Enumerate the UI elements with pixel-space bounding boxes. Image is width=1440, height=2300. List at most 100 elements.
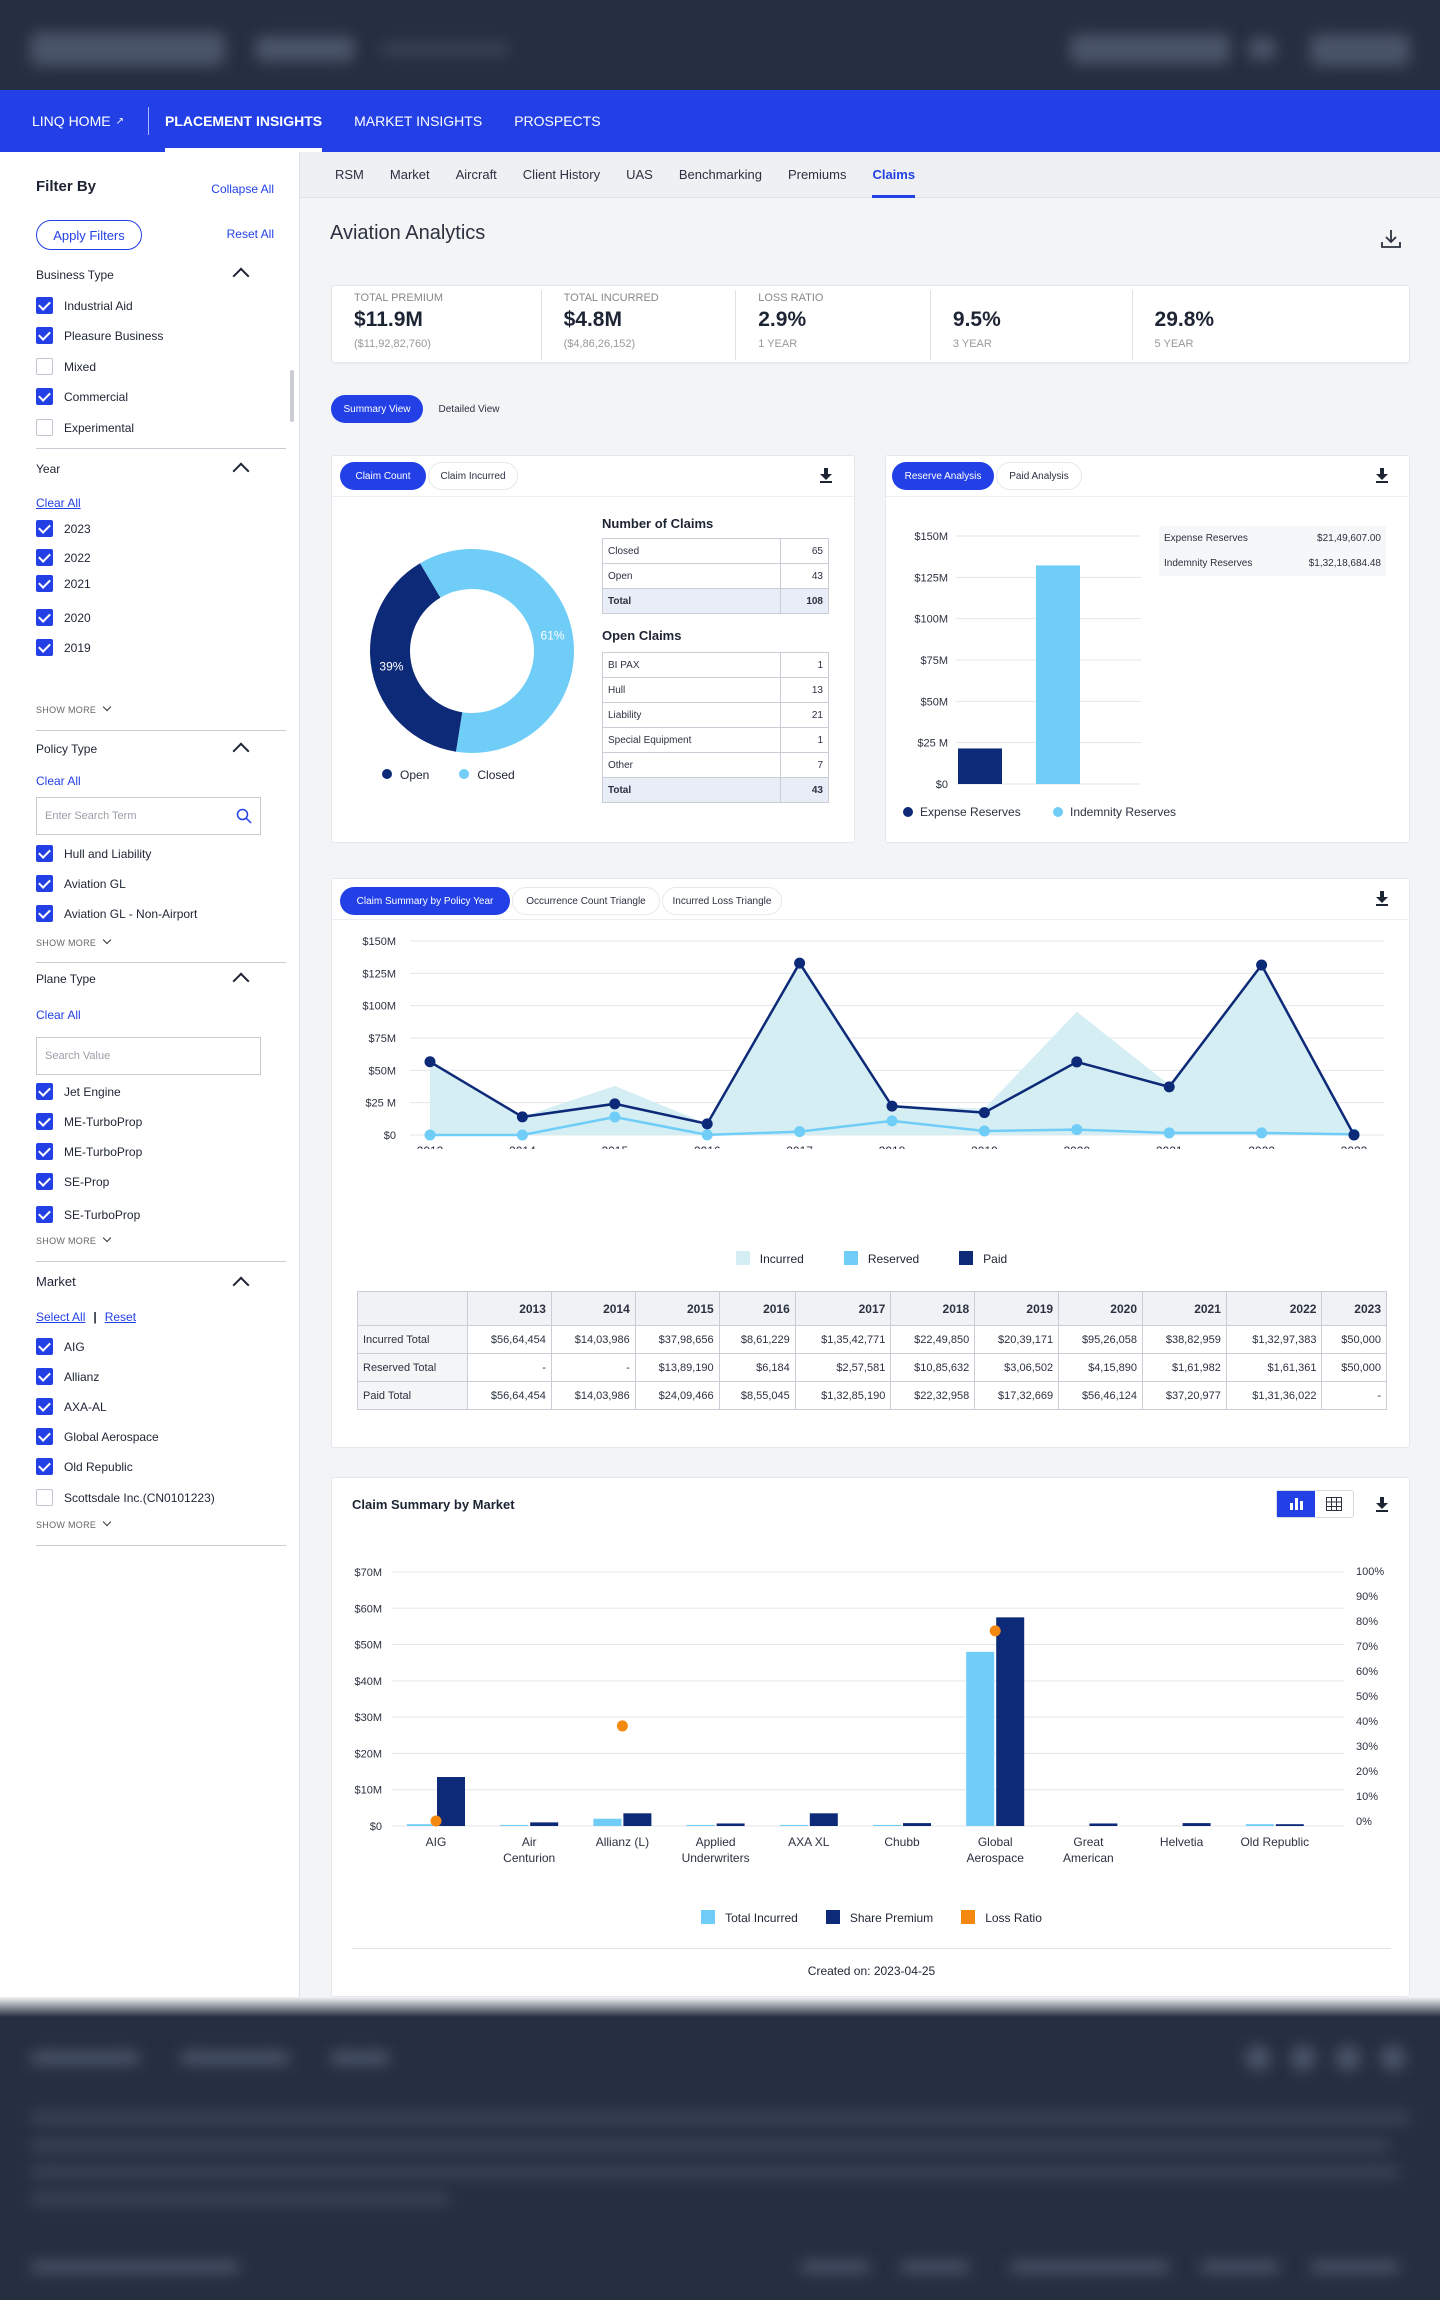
y-tick-label: $30M xyxy=(354,1712,382,1724)
table-header-cell xyxy=(357,1291,468,1326)
claim-count-card: Claim Count Claim Incurred 39% 61% Open C… xyxy=(331,455,856,843)
policy-show-more[interactable]: SHOW MORE xyxy=(36,935,112,948)
policy-type-checkbox[interactable]: Aviation GL - Non-Airport xyxy=(36,905,197,922)
business-type-checkbox[interactable]: Industrial Aid xyxy=(36,297,133,314)
policy-type-checkbox[interactable]: Hull and Liability xyxy=(36,845,151,862)
tab-client-history[interactable]: Client History xyxy=(522,167,601,182)
bar xyxy=(1036,565,1080,784)
plane-type-checkbox[interactable]: ME-TurboProp xyxy=(36,1143,142,1160)
table-cell: $1,35,42,771 xyxy=(794,1325,892,1354)
nav-linq-home[interactable]: LINQ HOME ↗ xyxy=(0,90,140,152)
year-checkbox[interactable]: 2021 xyxy=(36,575,91,592)
tab-market[interactable]: Market xyxy=(389,167,430,182)
tab-benchmarking[interactable]: Benchmarking xyxy=(678,167,762,182)
tab-paid-analysis[interactable]: Paid Analysis xyxy=(996,462,1082,490)
plane-type-checkbox[interactable]: ME-TurboProp xyxy=(36,1113,142,1130)
market-reset[interactable]: Reset xyxy=(104,1310,137,1324)
plane-clear-all[interactable]: Clear All xyxy=(36,1008,81,1022)
year-clear-all[interactable]: Clear All xyxy=(36,496,81,510)
bar-chart-icon[interactable] xyxy=(1277,1491,1315,1517)
business-type-checkbox[interactable]: Commercial xyxy=(36,388,128,405)
plane-search-input[interactable]: Search Value xyxy=(36,1037,261,1075)
reserve-bar-chart: $0 $25 M $50M $75M $100M $125M $150M Expense Re… xyxy=(903,531,1176,819)
market-checkbox[interactable]: AXA-AL xyxy=(36,1398,107,1415)
collapse-all-link[interactable]: Collapse All xyxy=(211,182,274,196)
plane-type-checkbox[interactable]: SE-TurboProp xyxy=(36,1206,140,1223)
detailed-view-toggle[interactable]: Detailed View xyxy=(438,403,500,415)
total-incurred-bar xyxy=(407,1824,435,1826)
business-type-checkbox[interactable]: Mixed xyxy=(36,358,96,375)
plane-type-checkbox[interactable]: SE-Prop xyxy=(36,1173,109,1190)
chevron-up-icon[interactable] xyxy=(232,267,250,285)
paid-point xyxy=(516,1111,528,1123)
summary-view-toggle[interactable]: Summary View xyxy=(331,395,423,423)
policy-search-input[interactable]: Enter Search Term xyxy=(36,797,261,835)
checkbox-label: Scottsdale Inc.(CN0101223) xyxy=(64,1490,215,1505)
download-icon[interactable] xyxy=(1380,228,1402,250)
tab-aircraft[interactable]: Aircraft xyxy=(455,167,497,182)
plane-show-more[interactable]: SHOW MORE xyxy=(36,1233,112,1246)
tab-claim-count[interactable]: Claim Count xyxy=(340,462,426,490)
market-checkbox[interactable]: AIG xyxy=(36,1338,85,1355)
table-cell-value: 43 xyxy=(780,563,829,589)
x-tick-label: American xyxy=(1063,1851,1114,1865)
chevron-up-icon[interactable] xyxy=(232,972,250,990)
checkbox-icon xyxy=(36,1398,53,1415)
table-grid-icon[interactable] xyxy=(1315,1491,1353,1517)
y2-tick-label: 10% xyxy=(1356,1791,1378,1803)
tab-rsm[interactable]: RSM xyxy=(335,167,364,182)
policy-clear-all[interactable]: Clear All xyxy=(36,774,81,788)
tab-claim-incurred[interactable]: Claim Incurred xyxy=(428,462,518,490)
incurred-area xyxy=(430,959,1354,1135)
tab-uas[interactable]: UAS xyxy=(626,167,653,182)
market-select-all[interactable]: Select All xyxy=(36,1310,86,1324)
nav-placement-insights[interactable]: PLACEMENT INSIGHTS xyxy=(149,90,338,152)
apply-filters-button[interactable]: Apply Filters xyxy=(36,220,142,250)
business-type-checkbox[interactable]: Experimental xyxy=(36,419,134,436)
download-icon[interactable] xyxy=(819,468,833,484)
tab-occurrence-triangle[interactable]: Occurrence Count Triangle xyxy=(512,887,660,915)
download-icon[interactable] xyxy=(1375,1497,1389,1513)
chevron-up-icon[interactable] xyxy=(232,462,250,480)
market-checkbox[interactable]: Global Aerospace xyxy=(36,1428,159,1445)
table-header-cell: 2019 xyxy=(974,1291,1060,1326)
nav-market-insights[interactable]: MARKET INSIGHTS xyxy=(354,113,483,129)
market-checkbox[interactable]: Scottsdale Inc.(CN0101223) xyxy=(36,1489,215,1506)
checkbox-icon xyxy=(36,1368,53,1385)
download-icon[interactable] xyxy=(1375,891,1389,907)
checkbox-label: Hull and Liability xyxy=(64,846,152,861)
sidebar-scrollbar[interactable] xyxy=(290,370,294,422)
business-type-checkbox[interactable]: Pleasure Business xyxy=(36,327,163,344)
checkbox-icon xyxy=(36,845,53,862)
year-show-more[interactable]: SHOW MORE xyxy=(36,702,112,715)
main-nav: LINQ HOME ↗ PLACEMENT INSIGHTS MARKET INS… xyxy=(0,90,1440,152)
table-cell: $1,32,85,190 xyxy=(794,1381,892,1410)
chevron-up-icon[interactable] xyxy=(232,1276,250,1294)
divider xyxy=(36,1261,286,1262)
market-checkbox[interactable]: Allianz xyxy=(36,1368,99,1385)
year-checkbox[interactable]: 2019 xyxy=(36,639,91,656)
policy-type-checkbox[interactable]: Aviation GL xyxy=(36,875,126,892)
tab-reserve-analysis[interactable]: Reserve Analysis xyxy=(892,462,994,490)
market-show-more[interactable]: SHOW MORE xyxy=(36,1517,112,1530)
nav-prospects[interactable]: PROSPECTS xyxy=(514,113,601,129)
tab-premiums[interactable]: Premiums xyxy=(787,167,847,182)
year-checkbox[interactable]: 2022 xyxy=(36,549,91,566)
chevron-up-icon[interactable] xyxy=(232,742,250,760)
year-checkbox[interactable]: 2023 xyxy=(36,520,91,537)
separator: | xyxy=(93,1310,97,1324)
tab-incurred-triangle[interactable]: Incurred Loss Triangle xyxy=(662,887,782,915)
tab-summary-policy-year[interactable]: Claim Summary by Policy Year xyxy=(340,887,510,915)
checkbox-icon xyxy=(36,575,53,592)
top-header xyxy=(0,0,1440,90)
checkbox-icon xyxy=(36,1173,53,1190)
download-icon[interactable] xyxy=(1375,468,1389,484)
table-cell: - xyxy=(550,1353,636,1382)
market-checkbox[interactable]: Old Republic xyxy=(36,1458,133,1475)
year-checkbox[interactable]: 2020 xyxy=(36,609,91,626)
table-cell: $10,85,632 xyxy=(890,1353,976,1382)
plane-type-checkbox[interactable]: Jet Engine xyxy=(36,1083,121,1100)
tab-claims[interactable]: Claims xyxy=(872,152,915,198)
reset-all-link[interactable]: Reset All xyxy=(226,227,274,241)
legend-label: Loss Ratio xyxy=(985,1911,1042,1925)
